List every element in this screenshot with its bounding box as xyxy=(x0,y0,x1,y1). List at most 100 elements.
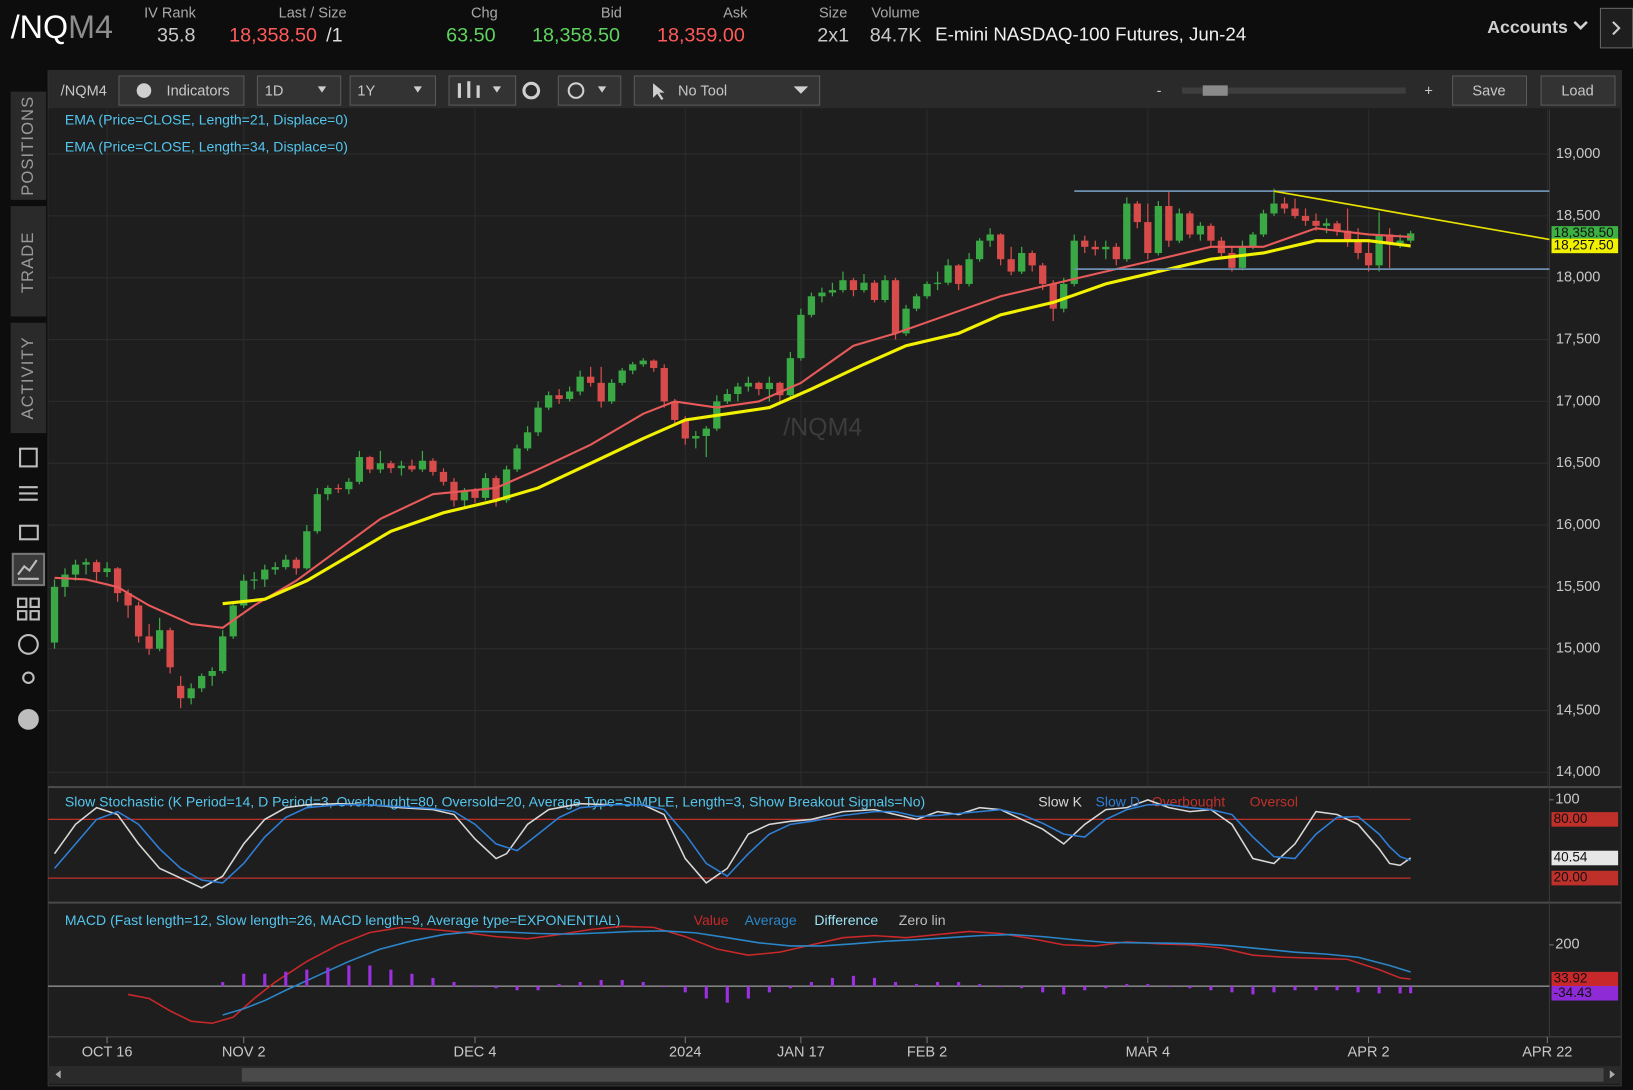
trade-tab-label[interactable]: TRADE xyxy=(18,232,37,294)
candle-body xyxy=(460,490,469,501)
tool-select[interactable] xyxy=(633,75,821,106)
macd-diff-bar xyxy=(326,967,330,987)
accounts-chevron[interactable] xyxy=(1573,20,1588,30)
activity-tab-label[interactable]: ACTIVITY xyxy=(18,336,37,419)
macd-diff-bar xyxy=(978,984,982,987)
positions-tab-label[interactable]: POSITIONS xyxy=(18,96,37,196)
watermark: /NQM4 xyxy=(783,414,862,442)
candle-body xyxy=(1007,259,1015,272)
candle-body xyxy=(334,487,342,490)
side-toggle-icon[interactable] xyxy=(1612,21,1621,36)
symbol: /NQM4 xyxy=(11,9,113,45)
icon-grid[interactable] xyxy=(16,597,40,621)
candle-body xyxy=(1228,253,1236,268)
style-icon xyxy=(457,81,480,98)
save-button[interactable] xyxy=(1452,75,1528,106)
accounts-button[interactable]: Accounts xyxy=(1487,17,1568,37)
field-value: 2x1 xyxy=(817,25,849,47)
candle-body xyxy=(576,376,584,392)
symbol-root: /NQ xyxy=(11,9,68,45)
icon-chart[interactable] xyxy=(17,559,39,580)
side-toggle[interactable] xyxy=(1599,7,1633,49)
candle-body xyxy=(313,494,321,532)
positions-tab[interactable] xyxy=(10,91,47,200)
field-label: Volume xyxy=(871,5,920,21)
legend-entry: Value xyxy=(694,912,729,928)
macd-diff-bar xyxy=(221,982,225,987)
icon-tv[interactable] xyxy=(19,524,39,541)
load-button[interactable] xyxy=(1540,75,1616,106)
macd-diff-bar xyxy=(767,986,771,993)
icon-clock[interactable] xyxy=(17,634,39,655)
candle-body xyxy=(292,559,300,569)
y-tick-label: 100 xyxy=(1555,792,1579,808)
zoom-out[interactable]: - xyxy=(1157,83,1162,99)
indicators-label[interactable]: Indicators xyxy=(167,83,230,99)
candle-body xyxy=(124,593,132,606)
candle-body xyxy=(744,382,752,387)
zoom-track[interactable] xyxy=(1181,87,1406,94)
candle-body xyxy=(1407,233,1415,241)
price-panel xyxy=(48,109,1550,787)
macd-diff-bar xyxy=(1398,986,1402,994)
scrollbar-thumb[interactable] xyxy=(241,1068,1604,1082)
macd-diff-bar xyxy=(1104,986,1108,989)
activity-tab[interactable] xyxy=(10,322,47,434)
candle-body xyxy=(187,688,195,699)
description: E-mini NASDAQ-100 Futures, Jun-24 xyxy=(935,23,1246,44)
zoom-thumb[interactable] xyxy=(1202,85,1228,96)
range-select[interactable] xyxy=(349,75,436,106)
trade-tab[interactable] xyxy=(10,206,47,317)
candle-body xyxy=(1060,283,1068,309)
candle-body xyxy=(849,280,858,291)
x-tick-label: OCT 16 xyxy=(82,1044,133,1060)
study-title: Slow Stochastic (K Period=14, D Period=3… xyxy=(65,793,925,809)
macd-diff-bar xyxy=(494,986,498,989)
candle-body xyxy=(177,685,185,699)
macd-diff-bar xyxy=(704,986,708,999)
candle-body xyxy=(786,358,795,396)
candle-body xyxy=(103,568,111,573)
macd-diff-bar xyxy=(389,969,393,987)
candle-body xyxy=(418,460,427,470)
candle-body xyxy=(1375,234,1383,266)
macd-diff-bar xyxy=(1230,986,1234,993)
macd-diff-bar xyxy=(1020,986,1024,989)
macd-diff-bar xyxy=(452,982,456,987)
drawing-icon xyxy=(567,82,585,99)
macd-diff-bar xyxy=(1062,986,1066,995)
icon-help[interactable] xyxy=(17,708,39,730)
candle-body xyxy=(818,292,826,297)
price-marker-box xyxy=(1551,870,1619,886)
candle-body xyxy=(1196,225,1205,235)
candle-body xyxy=(1280,203,1289,209)
range-label[interactable]: 1Y xyxy=(357,83,375,99)
interval-label[interactable]: 1D xyxy=(265,83,284,99)
candle-body xyxy=(1396,240,1404,244)
candle-body xyxy=(366,457,374,470)
zoom-in[interactable]: + xyxy=(1424,83,1433,99)
macd-diff-bar xyxy=(662,986,666,988)
candle-body xyxy=(923,283,931,297)
candle-body xyxy=(1028,253,1036,266)
settings-icon[interactable] xyxy=(522,81,541,100)
candle-body xyxy=(912,296,921,309)
toolbar-arrows xyxy=(136,81,809,100)
macd-diff-bar xyxy=(999,986,1003,988)
price-marker-label: -34.43 xyxy=(1554,985,1592,1000)
x-tick-label: DEC 4 xyxy=(454,1044,497,1060)
load-label[interactable]: Load xyxy=(1561,83,1593,99)
icon-list[interactable] xyxy=(19,486,38,501)
candle-body xyxy=(1049,283,1057,309)
candle-body xyxy=(1343,230,1352,241)
x-tick-label: JAN 17 xyxy=(777,1044,825,1060)
icon-news[interactable] xyxy=(19,447,38,468)
icon-people[interactable] xyxy=(22,671,35,684)
macd-diff-bar xyxy=(1188,986,1192,989)
tool-label[interactable]: No Tool xyxy=(678,83,727,99)
interval-select[interactable] xyxy=(256,75,342,106)
save-label[interactable]: Save xyxy=(1472,83,1505,99)
candle-body xyxy=(208,670,216,676)
toolbar-symbol: /NQM4 xyxy=(61,83,107,99)
candle-body xyxy=(50,586,59,643)
